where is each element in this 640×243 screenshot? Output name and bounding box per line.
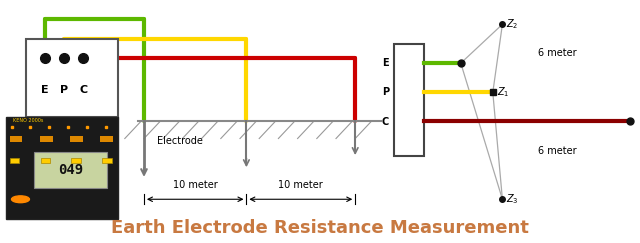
Text: 10 meter: 10 meter [173,180,218,190]
Text: 049: 049 [58,163,83,177]
Bar [10,136,22,142]
Text: C: C [382,116,389,127]
Text: P: P [382,87,389,97]
Bar [72,158,81,163]
Text: C: C [79,85,87,95]
Circle shape [12,196,29,203]
Text: $Z_1$: $Z_1$ [497,86,509,99]
Bar [26,39,118,117]
Text: E: E [383,58,389,68]
Bar [35,152,107,188]
Bar [10,158,19,163]
Bar [40,136,52,142]
Text: P: P [60,85,68,95]
Text: $Z_2$: $Z_2$ [506,17,518,31]
Text: $Z_3$: $Z_3$ [506,192,519,206]
Bar [70,136,83,142]
Bar [6,117,118,219]
Bar [394,44,424,156]
Bar [102,158,112,163]
Text: KENO 2000s: KENO 2000s [13,118,43,123]
Text: 6 meter: 6 meter [538,48,576,59]
Text: 6 meter: 6 meter [538,146,576,156]
Bar [40,158,50,163]
Text: Earth Electrode Resistance Measurement: Earth Electrode Resistance Measurement [111,219,529,237]
Text: 10 meter: 10 meter [278,180,323,190]
Bar [100,136,113,142]
Text: E: E [41,85,49,95]
Text: Electrode: Electrode [157,136,203,146]
